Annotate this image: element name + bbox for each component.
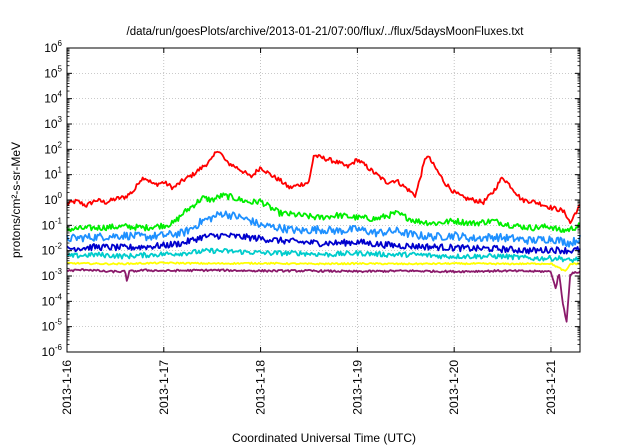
y-tick-exponent: 4: [58, 90, 63, 99]
y-tick-label: 105: [44, 64, 62, 80]
y-tick-label: 103: [44, 115, 62, 131]
y-tick-exponent: -3: [55, 267, 63, 276]
y-tick-base: 10: [42, 320, 56, 334]
y-tick-label: 10-3: [42, 267, 63, 283]
plot-frame: [66, 47, 581, 353]
y-tick-base: 10: [44, 168, 58, 182]
series-line: [66, 210, 581, 248]
y-tick-exponent: -2: [55, 242, 63, 251]
y-tick-base: 10: [44, 142, 58, 156]
series-group: [66, 150, 581, 323]
y-tick-base: 10: [44, 41, 58, 55]
y-tick-exponent: 3: [58, 115, 63, 124]
x-axis-label: Coordinated Universal Time (UTC): [232, 431, 416, 445]
x-tick-label: 2013-1-18: [254, 360, 268, 415]
y-tick-base: 10: [42, 345, 56, 359]
y-tick-exponent: 0: [58, 191, 63, 200]
x-tick-label: 2013-1-21: [544, 360, 558, 415]
y-tick-label: 10-6: [42, 343, 63, 359]
y-tick-label: 104: [44, 90, 62, 106]
y-tick-label: 10-5: [42, 318, 63, 334]
y-tick-exponent: -5: [55, 318, 63, 327]
y-tick-base: 10: [44, 66, 58, 80]
grid-lines: [67, 48, 580, 352]
y-tick-label: 100: [44, 191, 62, 207]
x-tick-labels: 2013-1-16 2013-1-17 2013-1-18 2013-1-19 2013…: [60, 360, 558, 415]
series-line: [66, 192, 581, 234]
y-tick-labels: 10610510410310210110010-110-210-310-410-…: [42, 39, 63, 359]
y-tick-exponent: -6: [55, 343, 63, 352]
y-tick-base: 10: [44, 193, 58, 207]
x-tick-label: 2013-1-17: [157, 360, 171, 415]
y-tick-base: 10: [42, 294, 56, 308]
series-line: [66, 150, 581, 225]
y-tick-exponent: 2: [58, 140, 63, 149]
y-axis-label: protons/cm²-s-sr-MeV: [9, 142, 23, 258]
series-line: [66, 247, 581, 264]
y-tick-label: 10-2: [42, 242, 63, 258]
x-tick-label: 2013-1-20: [447, 360, 461, 415]
y-tick-label: 106: [44, 39, 62, 55]
y-tick-base: 10: [42, 218, 56, 232]
y-tick-exponent: -4: [55, 292, 63, 301]
x-tick-label: 2013-1-19: [350, 360, 364, 415]
y-tick-base: 10: [42, 244, 56, 258]
y-tick-exponent: 6: [58, 39, 63, 48]
y-tick-exponent: 5: [58, 64, 63, 73]
y-tick-exponent: -1: [55, 216, 63, 225]
series-line: [66, 268, 581, 323]
series-line: [66, 261, 581, 272]
x-tick-label: 2013-1-16: [60, 360, 74, 415]
y-tick-base: 10: [42, 269, 56, 283]
y-tick-label: 102: [44, 140, 62, 156]
chart-title: /data/run/goesPlots/archive/2013-01-21/0…: [127, 26, 525, 38]
axis-ticks: [66, 47, 580, 353]
y-tick-base: 10: [44, 92, 58, 106]
y-tick-exponent: 1: [58, 166, 63, 175]
y-tick-label: 101: [44, 166, 62, 182]
y-tick-base: 10: [44, 117, 58, 131]
series-line: [66, 232, 581, 255]
y-tick-label: 10-1: [42, 216, 63, 232]
y-tick-label: 10-4: [42, 292, 63, 308]
